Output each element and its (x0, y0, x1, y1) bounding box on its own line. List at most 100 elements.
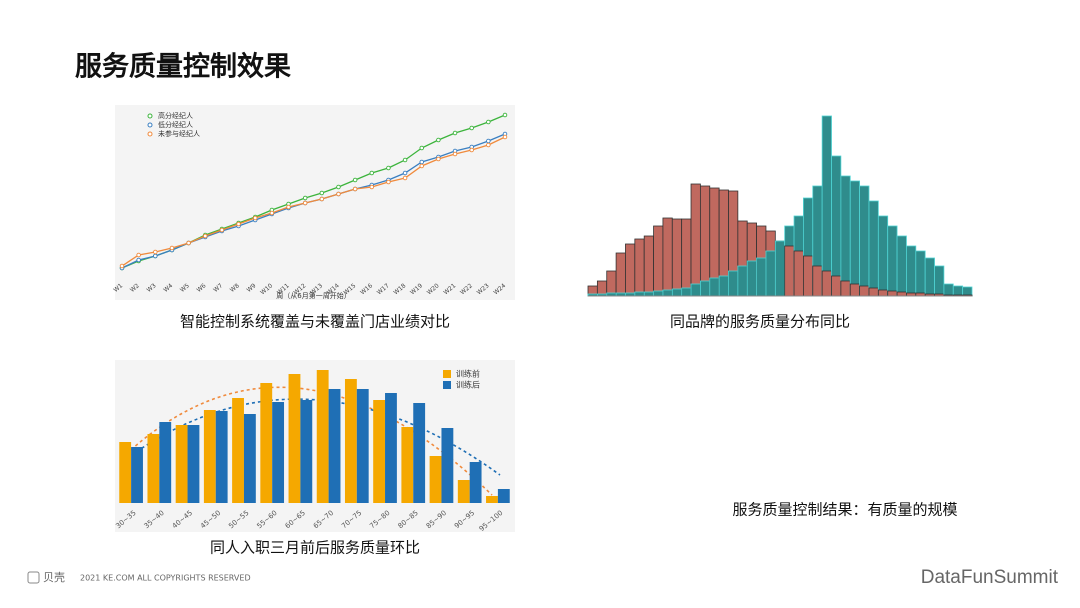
bar (859, 185, 870, 297)
data-point (319, 190, 325, 196)
bar (906, 245, 917, 297)
bar (887, 225, 898, 297)
data-point (402, 170, 408, 176)
data-point (236, 221, 241, 227)
bar (243, 414, 256, 503)
bar (615, 252, 626, 297)
bar (401, 427, 414, 503)
bar (232, 398, 244, 503)
bar (187, 425, 200, 503)
bar (765, 250, 776, 297)
data-point (502, 112, 508, 118)
data-point (486, 138, 491, 144)
bar (625, 243, 636, 297)
bar (457, 480, 470, 503)
bar (131, 447, 143, 503)
bar (840, 175, 851, 297)
data-point (486, 119, 491, 125)
bar (934, 265, 945, 297)
bar (774, 240, 786, 297)
chart-background (115, 105, 515, 300)
data-point (153, 249, 158, 255)
bar (328, 389, 341, 503)
data-point (419, 145, 424, 151)
data-point (419, 159, 424, 165)
bar (344, 379, 357, 503)
bar (709, 277, 720, 297)
legend-label: 未参与经纪人 (158, 129, 200, 138)
data-point (469, 147, 474, 153)
bar (643, 291, 654, 297)
data-point (352, 186, 358, 192)
data-point (252, 215, 258, 221)
data-point (336, 184, 341, 190)
x-tick-label: W3 (146, 282, 158, 294)
bar (203, 410, 216, 503)
bar (671, 288, 683, 297)
bar (653, 225, 664, 297)
data-point (269, 210, 275, 216)
bar (681, 218, 692, 297)
bar (784, 245, 795, 297)
bar (671, 218, 683, 297)
bar (175, 425, 188, 503)
bar (662, 217, 673, 297)
data-point (369, 184, 375, 190)
bar (859, 285, 870, 297)
data-point (486, 142, 491, 148)
slide-title: 服务质量控制效果 (75, 52, 291, 83)
bar (653, 290, 664, 297)
bar (728, 270, 739, 297)
bar (737, 265, 748, 297)
bar (896, 235, 907, 297)
data-point (452, 130, 458, 136)
bar (288, 374, 301, 503)
bar (821, 115, 832, 297)
bar (840, 280, 851, 297)
bar (868, 200, 879, 297)
x-tick-label: W5 (179, 282, 191, 294)
data-point (336, 191, 341, 197)
data-point (386, 179, 391, 185)
bar (699, 280, 711, 297)
bar (441, 428, 454, 503)
bar (356, 389, 369, 503)
data-point (119, 263, 125, 269)
bar (300, 400, 313, 503)
data-point (169, 245, 175, 251)
conclusion-text: 服务质量控制结果：有质量的规模 (732, 501, 957, 519)
bar (868, 287, 879, 297)
data-point (153, 253, 158, 259)
bar (215, 411, 228, 503)
data-point (436, 137, 441, 143)
legend-swatch (443, 370, 451, 378)
bar (385, 393, 397, 503)
data-point (402, 157, 408, 163)
bar (952, 285, 964, 297)
bar (316, 370, 329, 503)
bar (718, 275, 729, 297)
legend-marker (147, 122, 153, 128)
bar (159, 422, 172, 503)
bar (803, 255, 814, 297)
bar (634, 238, 645, 297)
legend-label: 训练后 (456, 380, 480, 390)
chart-caption: 同品牌的服务质量分布同比 (670, 313, 850, 331)
x-tick-label: W7 (212, 282, 224, 294)
bar (634, 291, 645, 297)
data-point (286, 204, 291, 210)
trend-line (121, 386, 493, 496)
legend-marker (147, 131, 153, 137)
chart-caption: 同人入职三月前后服务质量环比 (210, 539, 420, 557)
x-tick-label: W1 (112, 282, 124, 294)
bar (681, 287, 692, 297)
bar (690, 283, 701, 297)
bar (373, 400, 386, 503)
bar (896, 291, 907, 297)
bar (643, 235, 654, 297)
bar (877, 215, 889, 297)
bar (793, 250, 804, 297)
bar (272, 402, 285, 503)
trend-lines (121, 386, 501, 496)
bar (413, 403, 426, 503)
